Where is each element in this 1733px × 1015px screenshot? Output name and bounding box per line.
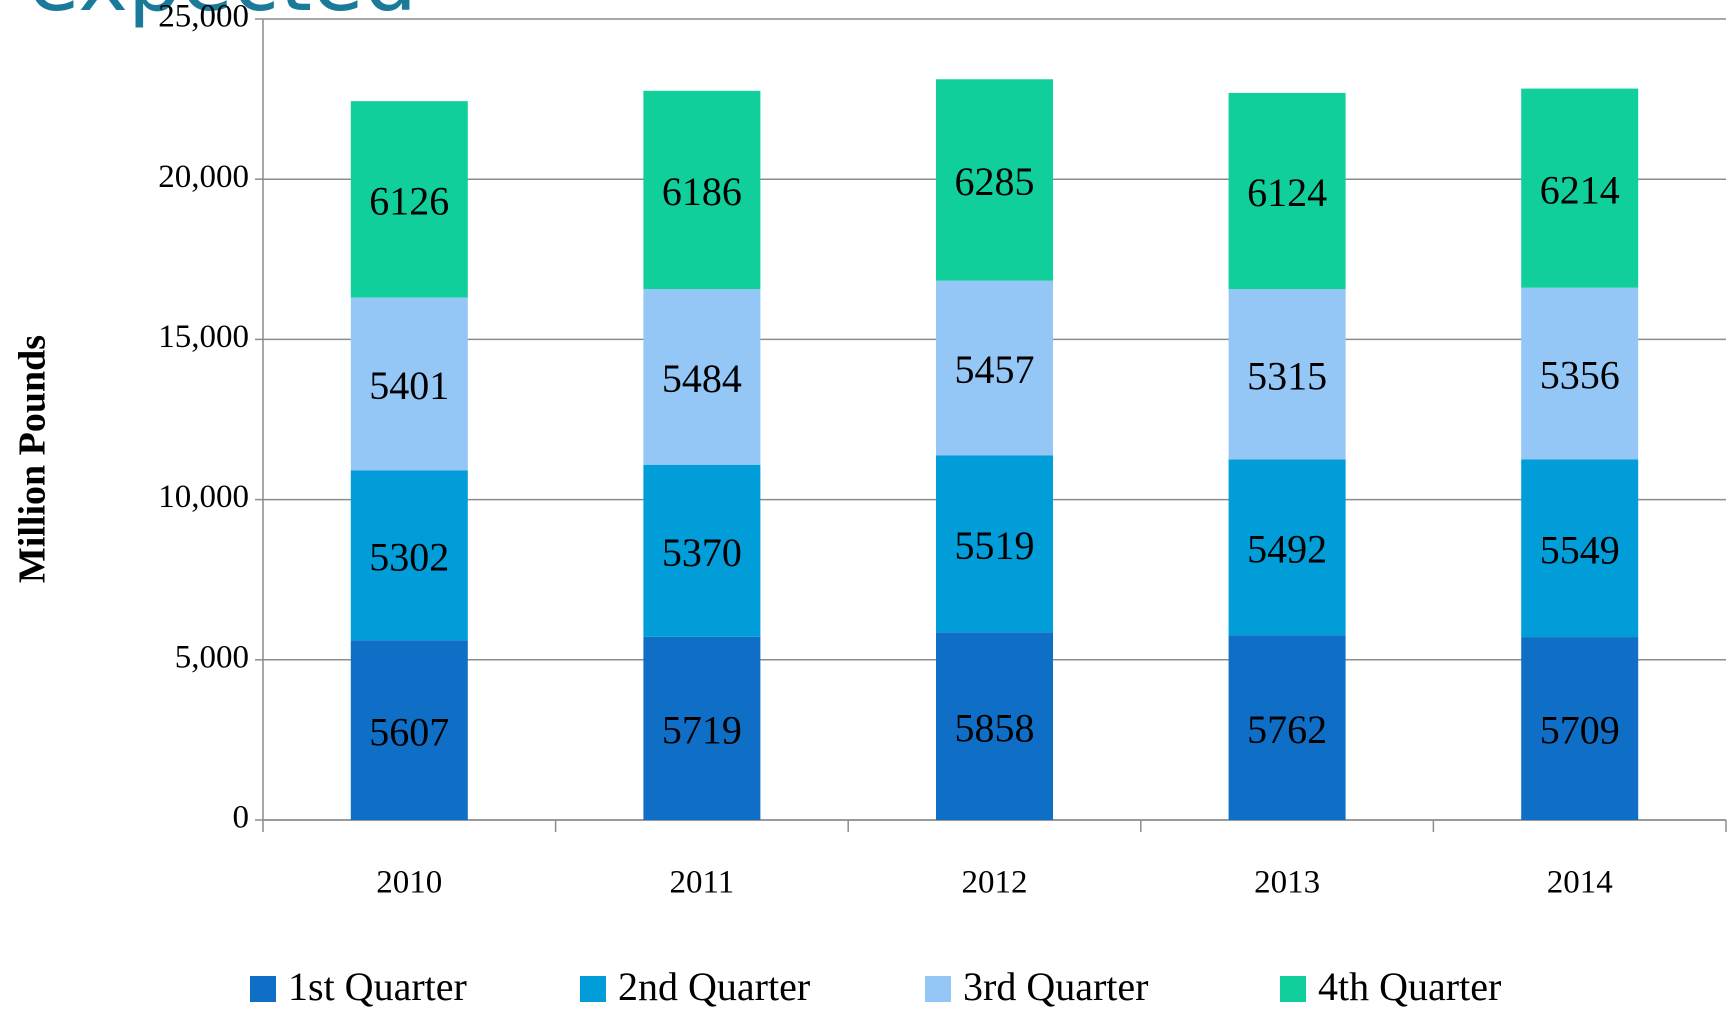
bar-segment bbox=[1521, 459, 1639, 638]
value-label: 5709 bbox=[1540, 708, 1620, 753]
y-tick-label: 10,000 bbox=[158, 479, 249, 515]
bar-segment bbox=[350, 101, 468, 298]
value-label: 6285 bbox=[955, 159, 1035, 204]
x-tick-label: 2014 bbox=[1547, 865, 1613, 901]
bar-segment bbox=[936, 455, 1053, 633]
value-label: 5401 bbox=[369, 363, 449, 408]
value-label: 5302 bbox=[369, 535, 449, 580]
value-label: 5492 bbox=[1247, 527, 1327, 572]
bar-segment bbox=[1521, 88, 1639, 288]
bar-segment bbox=[643, 636, 761, 820]
value-label: 5484 bbox=[662, 356, 742, 401]
chart-title: expected bbox=[28, 0, 417, 30]
legend-label: 3rd Quarter bbox=[963, 964, 1148, 1009]
x-tick-label: 2010 bbox=[376, 865, 442, 901]
bar-segment bbox=[1228, 289, 1346, 460]
bar-segment bbox=[350, 640, 468, 820]
bar-segment bbox=[643, 464, 761, 637]
value-label: 6186 bbox=[662, 169, 742, 214]
value-label: 5607 bbox=[369, 709, 449, 754]
bar-segment bbox=[643, 90, 761, 290]
legend-label: 1st Quarter bbox=[288, 964, 467, 1009]
bar-segment bbox=[350, 470, 468, 641]
value-label: 5719 bbox=[662, 708, 742, 753]
y-tick-label: 25,000 bbox=[158, 0, 249, 35]
bar-segment bbox=[1228, 92, 1346, 290]
bar-segment bbox=[1521, 637, 1639, 820]
x-tick-label: 2013 bbox=[1254, 865, 1320, 901]
bar-segment bbox=[1521, 287, 1639, 460]
bar-segment bbox=[1228, 635, 1346, 820]
bar-segment bbox=[643, 289, 761, 465]
y-tick-label: 15,000 bbox=[158, 319, 249, 355]
legend-label: 2nd Quarter bbox=[618, 964, 810, 1009]
value-label: 5549 bbox=[1540, 527, 1620, 572]
bar-segment bbox=[936, 632, 1053, 820]
legend-swatch bbox=[1280, 976, 1306, 1002]
y-axis-label: Million Pounds bbox=[12, 335, 54, 583]
value-label: 5858 bbox=[955, 705, 1035, 750]
bar-segment bbox=[350, 297, 468, 471]
legend-label: 4th Quarter bbox=[1318, 964, 1501, 1009]
bar-segment bbox=[936, 280, 1053, 456]
x-tick-label: 2012 bbox=[962, 865, 1028, 901]
legend-swatch bbox=[250, 976, 276, 1002]
value-label: 6124 bbox=[1247, 170, 1327, 215]
value-label: 5762 bbox=[1247, 707, 1327, 752]
value-label: 5356 bbox=[1540, 353, 1620, 398]
bar-segment bbox=[936, 79, 1053, 281]
bar-segment bbox=[1228, 459, 1346, 636]
x-tick-label: 2011 bbox=[670, 865, 735, 901]
value-label: 5457 bbox=[955, 347, 1035, 392]
y-tick-label: 20,000 bbox=[158, 159, 249, 195]
value-label: 5315 bbox=[1247, 353, 1327, 398]
value-label: 6214 bbox=[1540, 167, 1620, 212]
y-tick-label: 0 bbox=[233, 800, 250, 836]
legend-swatch bbox=[580, 976, 606, 1002]
legend-swatch bbox=[925, 976, 951, 1002]
y-tick-label: 5,000 bbox=[175, 639, 249, 675]
value-label: 5519 bbox=[955, 523, 1035, 568]
value-label: 6126 bbox=[369, 178, 449, 223]
value-label: 5370 bbox=[662, 530, 742, 575]
